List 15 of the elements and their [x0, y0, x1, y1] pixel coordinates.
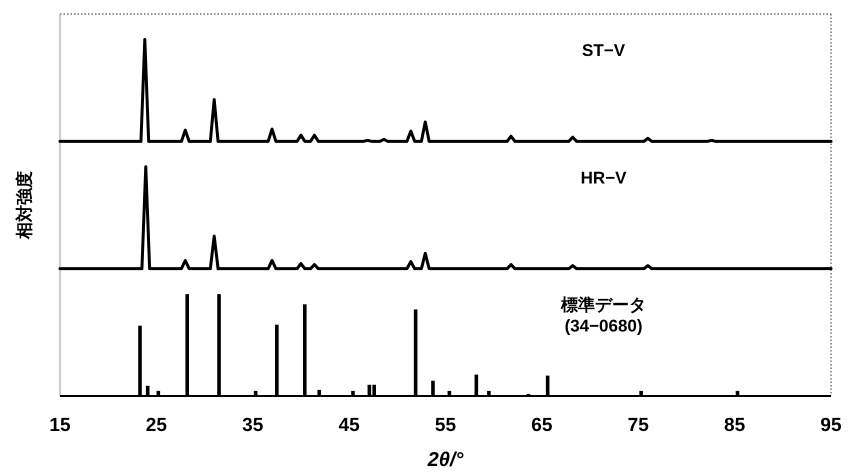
x-axis-title: 2θ/° — [426, 449, 464, 471]
x-tick-label: 75 — [628, 415, 650, 436]
annotation: (34−0680) — [564, 316, 643, 336]
x-tick-label: 65 — [531, 415, 553, 436]
x-tick-label: 15 — [49, 415, 71, 436]
annotation: 標準データ — [560, 296, 646, 315]
x-tick-label: 85 — [724, 415, 746, 436]
annotation: HR−V — [580, 168, 628, 188]
x-tick-label: 45 — [338, 415, 360, 436]
x-tick-label: 25 — [146, 415, 168, 436]
x-tick-label: 55 — [434, 415, 456, 436]
x-tick-label: 35 — [242, 415, 264, 436]
x-tick-label: 95 — [820, 415, 842, 436]
annotation: ST−V — [582, 41, 626, 60]
y-axis-title: 相対強度 — [15, 171, 34, 240]
